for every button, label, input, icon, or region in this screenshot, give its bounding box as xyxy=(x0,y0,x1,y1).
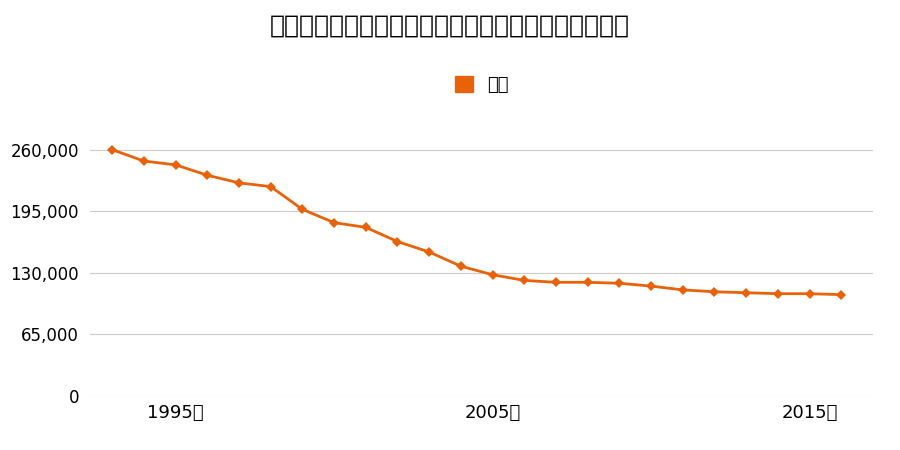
Legend: 価格: 価格 xyxy=(454,76,508,94)
Text: 埼玉県狭山市大字北入曽字中原３７７番９の地価推移: 埼玉県狭山市大字北入曽字中原３７７番９の地価推移 xyxy=(270,14,630,37)
